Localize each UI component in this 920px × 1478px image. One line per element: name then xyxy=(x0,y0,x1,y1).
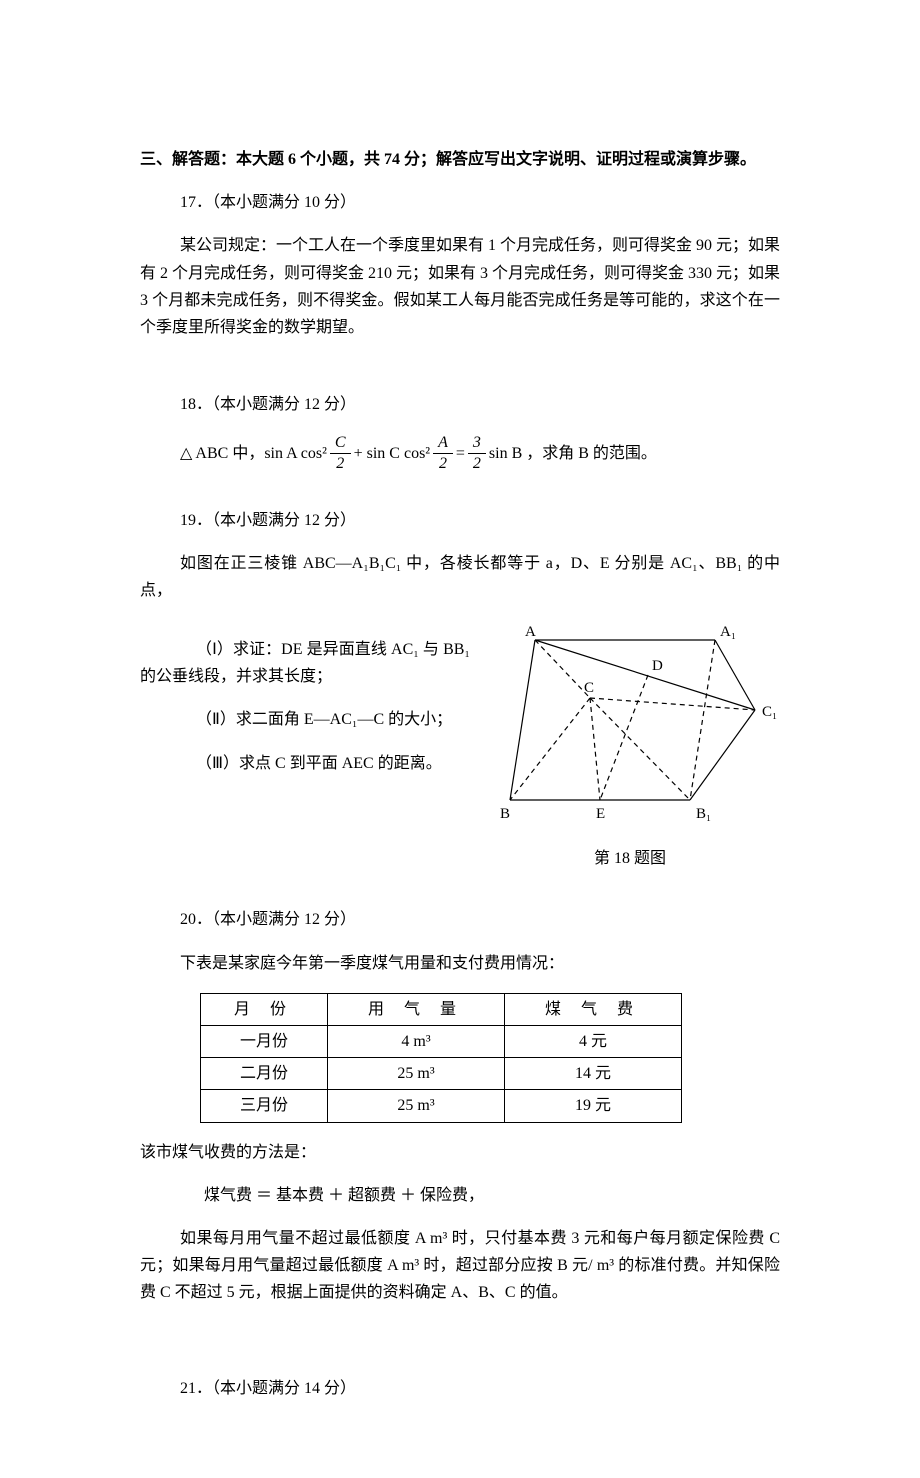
table-row: 一月份4 m³4 元 xyxy=(201,1026,682,1058)
q18-mid1: + sin C cos² xyxy=(354,440,431,467)
q18-header: 18．（本小题满分 12 分） xyxy=(140,391,780,418)
frac-c-over-2: C 2 xyxy=(330,434,351,472)
table-cell: 4 m³ xyxy=(328,1026,505,1058)
table-header: 月 份 xyxy=(201,993,328,1025)
q19-header: 19．（本小题满分 12 分） xyxy=(140,507,780,534)
svg-text:D: D xyxy=(652,658,663,674)
table-cell: 一月份 xyxy=(201,1026,328,1058)
q17-body: 某公司规定：一个工人在一个季度里如果有 1 个月完成任务，则可得奖金 90 元；… xyxy=(140,232,780,341)
q20-after: 该市煤气收费的方法是： xyxy=(140,1139,780,1166)
table-header: 煤 气 费 xyxy=(505,993,682,1025)
q19-caption: 第 18 题图 xyxy=(480,845,780,872)
q18-suffix: sin B ，求角 B 的范围。 xyxy=(489,440,657,467)
q19-intro: 如图在正三棱锥 ABC—A₁B₁C₁ 中，各棱长都等于 a，D、E 分别是 AC… xyxy=(140,550,780,604)
q20-intro: 下表是某家庭今年第一季度煤气用量和支付费用情况： xyxy=(140,950,780,977)
q20-formula: 煤气费 ＝ 基本费 ＋ 超额费 ＋ 保险费， xyxy=(140,1182,780,1209)
svg-text:B₁: B₁ xyxy=(696,806,711,822)
q19-p1: （Ⅰ）求证：DE 是异面直线 AC₁ 与 BB₁ 的公垂线段，并求其长度； xyxy=(140,636,470,690)
table-row: 二月份25 m³14 元 xyxy=(201,1058,682,1090)
frac-a-over-2: A 2 xyxy=(433,434,453,472)
svg-text:A: A xyxy=(525,624,536,640)
q20-body: 如果每月用气量不超过最低额度 A m³ 时，只付基本费 3 元和每户每月额定保险… xyxy=(140,1225,780,1307)
svg-text:C₁: C₁ xyxy=(762,704,777,720)
q19-layout: （Ⅰ）求证：DE 是异面直线 AC₁ 与 BB₁ 的公垂线段，并求其长度； （Ⅱ… xyxy=(140,620,780,872)
table-cell: 二月份 xyxy=(201,1058,328,1090)
table-header: 用 气 量 xyxy=(328,993,505,1025)
q20-header: 20．（本小题满分 12 分） xyxy=(140,906,780,933)
table-cell: 14 元 xyxy=(505,1058,682,1090)
q18-eq: = xyxy=(456,440,465,467)
q19-p2: （Ⅱ）求二面角 E—AC₁—C 的大小； xyxy=(140,706,470,733)
q18-prefix: △ ABC 中，sin A cos² xyxy=(180,440,327,467)
svg-text:A₁: A₁ xyxy=(720,624,736,640)
table-cell: 4 元 xyxy=(505,1026,682,1058)
table-row: 三月份25 m³19 元 xyxy=(201,1090,682,1122)
gas-table: 月 份用 气 量煤 气 费 一月份4 m³4 元二月份25 m³14 元三月份2… xyxy=(200,993,682,1123)
table-cell: 三月份 xyxy=(201,1090,328,1122)
svg-text:B: B xyxy=(500,806,510,822)
q17-header: 17．（本小题满分 10 分） xyxy=(140,189,780,216)
table-cell: 25 m³ xyxy=(328,1058,505,1090)
table-cell: 25 m³ xyxy=(328,1090,505,1122)
q19-p3: （Ⅲ）求点 C 到平面 AEC 的距离。 xyxy=(140,750,470,777)
q18-formula: △ ABC 中，sin A cos² C 2 + sin C cos² A 2 … xyxy=(180,434,780,472)
table-cell: 19 元 xyxy=(505,1090,682,1122)
svg-text:E: E xyxy=(596,806,605,822)
q21-header: 21．（本小题满分 14 分） xyxy=(140,1375,780,1402)
frac-3-over-2: 3 2 xyxy=(468,434,486,472)
exam-page: 三、解答题：本大题 6 个小题，共 74 分；解答应写出文字说明、证明过程或演算… xyxy=(0,0,920,1478)
prism-diagram: A A₁ B B₁ C C₁ D E xyxy=(480,620,780,830)
svg-text:C: C xyxy=(584,680,594,696)
section-heading: 三、解答题：本大题 6 个小题，共 74 分；解答应写出文字说明、证明过程或演算… xyxy=(140,146,780,173)
